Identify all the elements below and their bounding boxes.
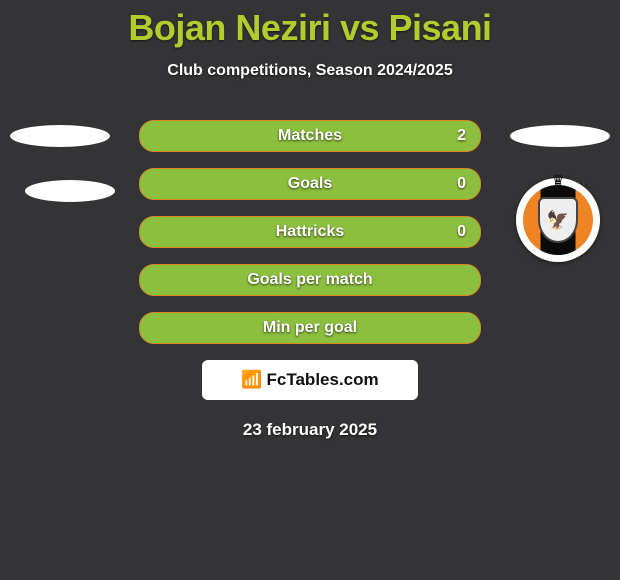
watermark-text: FcTables.com — [267, 370, 379, 390]
stat-label: Goals per match — [140, 271, 480, 289]
date-text: 23 february 2025 — [0, 420, 620, 440]
h2h-stats-card: Bojan Neziri vs Pisani Club competitions… — [0, 0, 620, 580]
page-title: Bojan Neziri vs Pisani — [0, 0, 620, 48]
stat-row: Matches 2 — [0, 120, 620, 152]
stat-bar-hattricks: Hattricks 0 — [139, 216, 481, 248]
stat-row: Goals per match — [0, 264, 620, 296]
stat-bar-goals-per-match: Goals per match — [139, 264, 481, 296]
subtitle: Club competitions, Season 2024/2025 — [0, 62, 620, 80]
stat-label: Matches — [140, 127, 480, 145]
stat-label: Min per goal — [140, 319, 480, 337]
stat-bar-min-per-goal: Min per goal — [139, 312, 481, 344]
stat-row: Min per goal — [0, 312, 620, 344]
stat-value: 0 — [457, 175, 466, 193]
stat-row: Hattricks 0 — [0, 216, 620, 248]
stat-label: Hattricks — [140, 223, 480, 241]
stat-value: 0 — [457, 223, 466, 241]
stat-rows: Matches 2 Goals 0 Hattricks 0 Goals per … — [0, 120, 620, 344]
stat-row: Goals 0 — [0, 168, 620, 200]
fctables-icon: 📶 — [241, 370, 262, 390]
stat-value: 2 — [457, 127, 466, 145]
stat-label: Goals — [140, 175, 480, 193]
watermark: 📶 FcTables.com — [202, 360, 418, 400]
stat-bar-goals: Goals 0 — [139, 168, 481, 200]
stat-bar-matches: Matches 2 — [139, 120, 481, 152]
